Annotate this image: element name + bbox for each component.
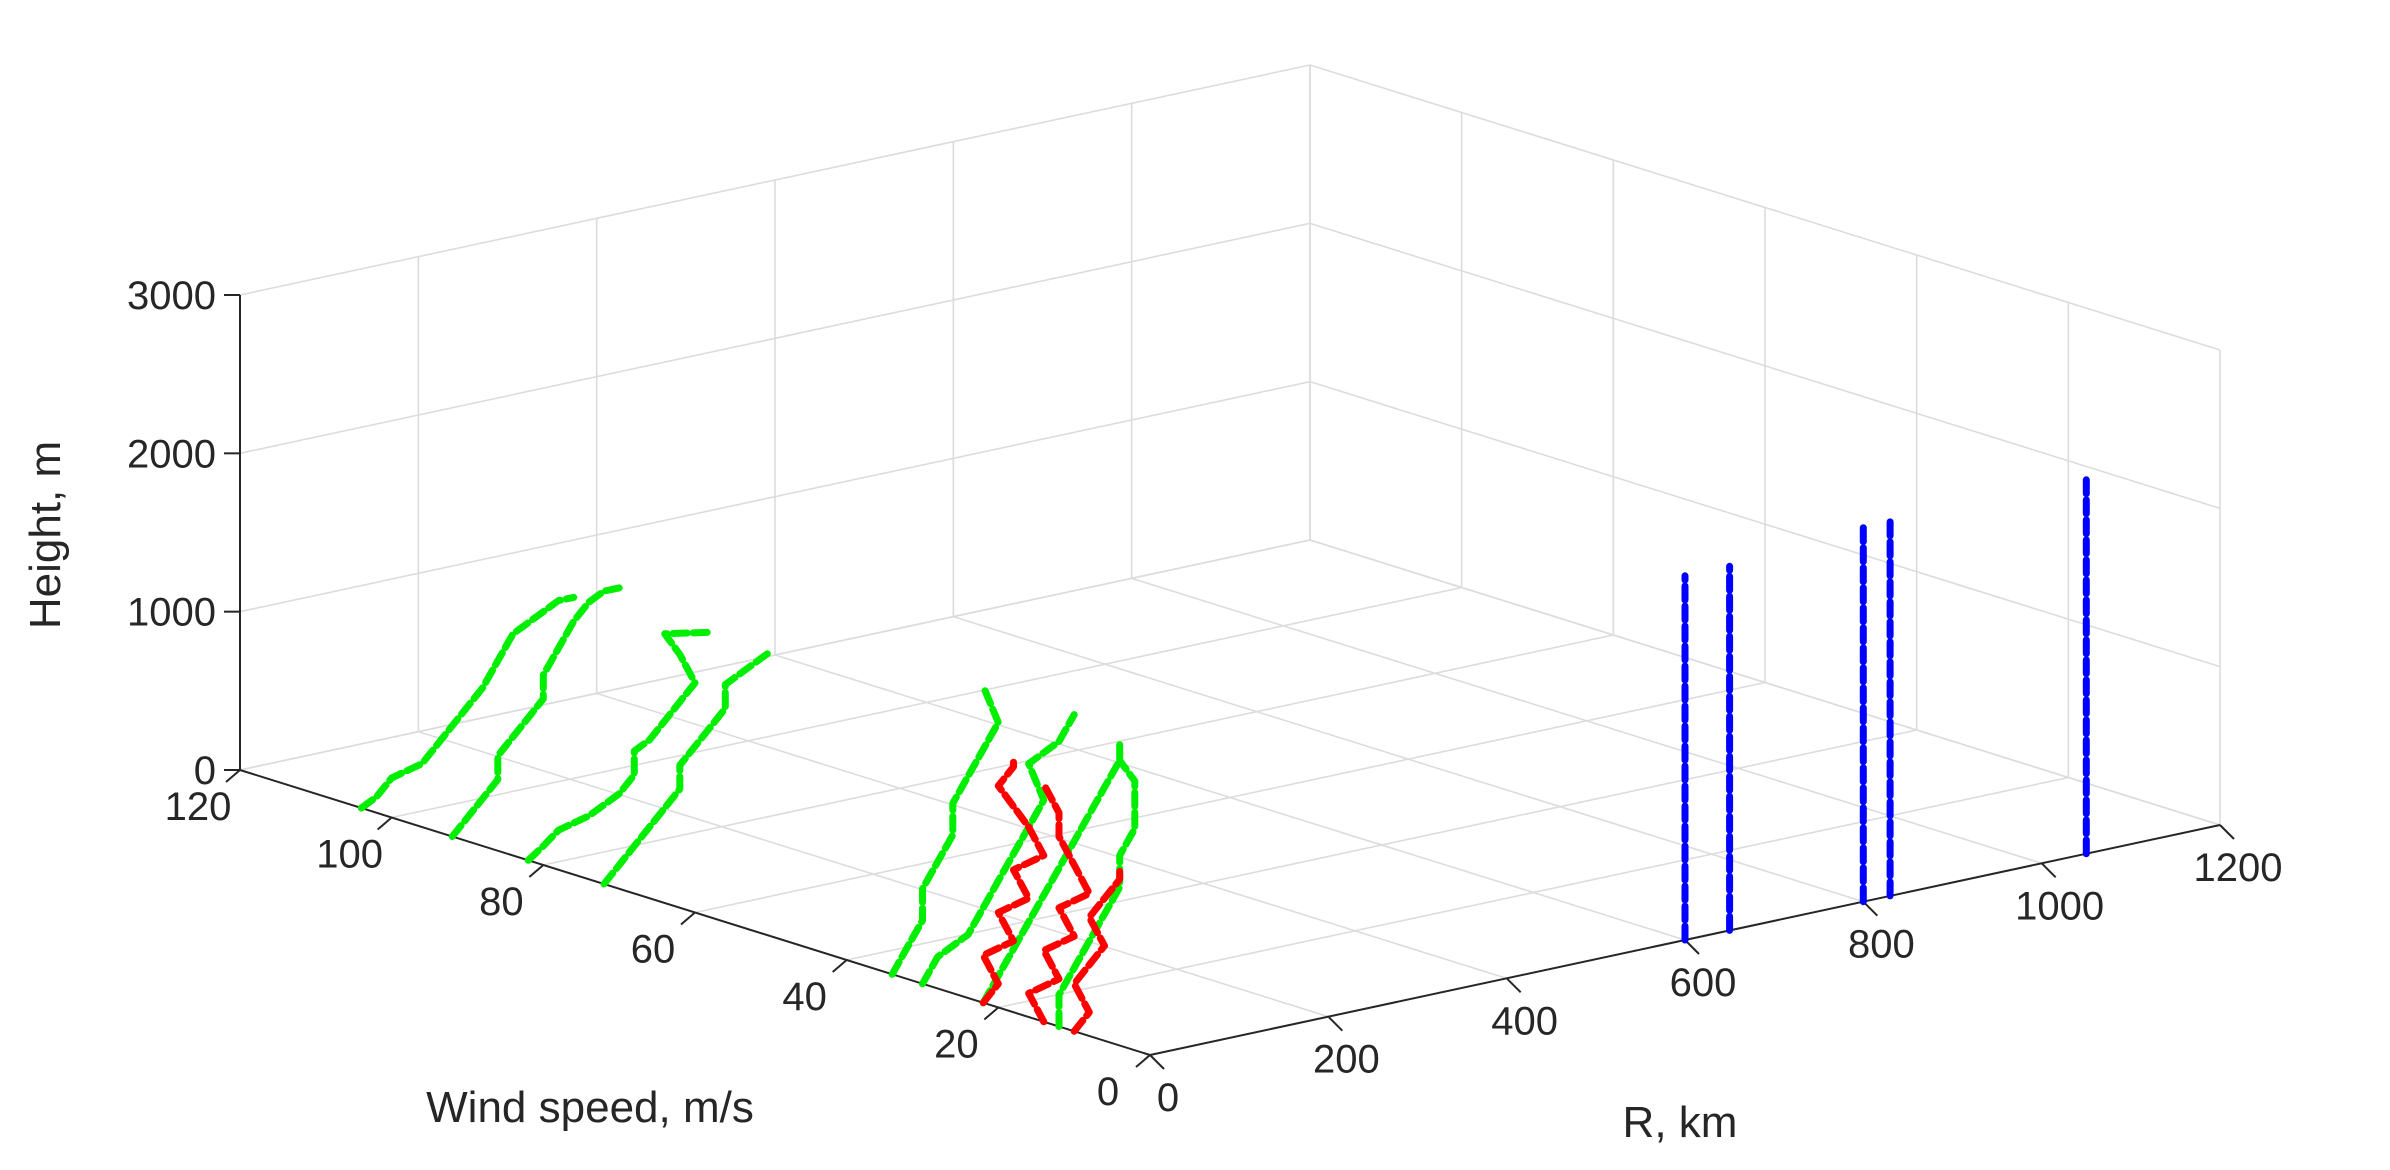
wall-gridline [1309, 539, 2221, 826]
y-tick-mark [832, 959, 848, 973]
wall-gridline [1309, 380, 2221, 668]
wall-gridline [239, 539, 1311, 771]
green-series-line-0 [357, 593, 578, 812]
green-series-line-6 [979, 741, 1124, 1007]
x-tick-mark [2219, 824, 2235, 840]
y-axis-label: Wind speed, m/s [426, 1083, 754, 1132]
red-series-line-9 [1025, 780, 1093, 1026]
x-axis-label: R, km [1623, 1098, 1738, 1147]
x-tick-mark [2040, 862, 2057, 879]
z-tick-label: 0 [194, 749, 216, 793]
x-tick-label: 800 [1848, 923, 1915, 967]
x-tick-mark [1327, 1015, 1344, 1032]
x-tick-label: 1200 [2194, 846, 2283, 890]
grid-layer [239, 64, 2221, 1056]
x-tick-label: 400 [1491, 999, 1558, 1043]
green-series-line-1 [448, 584, 623, 840]
tick-layer: 0200400600800100012000204060801001200100… [127, 274, 2282, 1120]
wall-gridline [239, 222, 1311, 455]
y-tick-label: 100 [316, 833, 383, 877]
x-tick-label: 0 [1157, 1076, 1179, 1120]
red-series-line-10 [1070, 867, 1124, 1035]
x-tick-label: 200 [1313, 1038, 1380, 1082]
wall-gridline [239, 64, 1311, 296]
y-tick-label: 80 [479, 880, 524, 924]
z-tick-label: 2000 [127, 432, 216, 476]
green-series-line-2 [524, 628, 714, 864]
y-tick-mark [377, 816, 393, 831]
green-series-line-4 [888, 682, 1002, 978]
z-axis-label: Height, m [21, 441, 70, 629]
y-tick-mark [983, 1006, 999, 1021]
floor-gridline [543, 634, 1614, 866]
z-tick-label: 3000 [127, 274, 216, 318]
wall-gridline [1309, 222, 2221, 510]
green-series-line-3 [600, 647, 775, 888]
y-tick-mark [225, 769, 241, 783]
y-tick-label: 40 [782, 975, 827, 1019]
y-tick-label: 0 [1097, 1070, 1119, 1114]
axis-layer [224, 294, 2235, 1070]
x-tick-label: 1000 [2015, 884, 2104, 928]
wall-gridline [1309, 64, 2221, 351]
y-tick-mark [680, 911, 696, 926]
floor-gridline [391, 586, 1462, 819]
y-tick-label: 20 [934, 1023, 979, 1067]
series-layer [357, 470, 2090, 1035]
wall-gridline [239, 380, 1311, 613]
y-tick-label: 120 [165, 785, 232, 829]
green-series-line-5 [919, 711, 1078, 988]
red-series-line-8 [979, 755, 1048, 1007]
x-tick-label: 600 [1670, 961, 1737, 1005]
x-tick-mark [1149, 1054, 1165, 1070]
z-tick-label: 1000 [127, 591, 216, 635]
y-tick-label: 60 [631, 928, 676, 972]
x-tick-mark [1505, 977, 1522, 994]
green-series-line-7 [1055, 757, 1139, 1030]
y-tick-mark [1135, 1054, 1151, 1068]
y-tick-mark [528, 864, 544, 878]
floor-gridline [694, 681, 1766, 914]
